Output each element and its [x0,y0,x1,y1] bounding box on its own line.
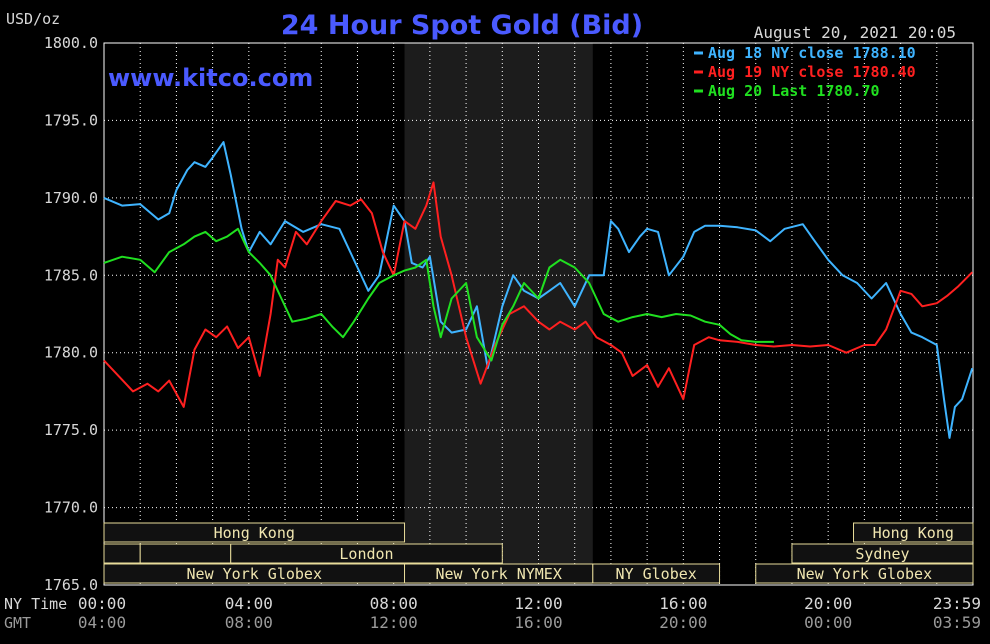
session-label: Hong Kong [873,524,954,542]
y-axis-unit-label: USD/oz [6,10,60,28]
session-label: New York NYMEX [435,565,561,583]
x-tick-label-ny: 08:00 [370,594,418,613]
x-axis-ny-label: NY Time [4,595,67,613]
x-tick-label-gmt: 20:00 [659,613,707,632]
x-tick-label-ny: 20:00 [804,594,852,613]
y-tick-label: 1765.0 [44,576,98,594]
highlight-layer [404,43,593,585]
grid-layer [103,42,974,586]
session-label: Sydney [855,545,909,563]
session-label: NY Globex [616,565,697,583]
session-bar [755,563,974,584]
axis-layer: 1800.0 1795.0 1790.0 1785.0 1780.0 1775.0 1770… [44,34,981,632]
x-tick-label-gmt: 16:00 [514,613,562,632]
session-bar [103,543,141,564]
session-layer: Hong Kong London New York Globex New York N… [103,522,974,584]
watermark-text: www.kitco.com [108,64,313,92]
session-bar [791,543,974,564]
x-tick-label-ny: 12:00 [514,594,562,613]
x-tick-label-gmt: 00:00 [804,613,852,632]
y-tick-label: 1795.0 [44,111,98,129]
x-tick-label-gmt: 08:00 [225,613,273,632]
y-tick-label: 1790.0 [44,189,98,207]
legend-entry: Aug 18 NY close 1788.10 [708,44,916,62]
x-tick-label-gmt: 12:00 [370,613,418,632]
legend-entry: Aug 20 Last 1780.70 [708,82,880,100]
x-tick-label-ny: 00:00 [78,594,126,613]
session-bar [592,563,721,584]
session-bar [230,543,503,564]
chart-timestamp: August 20, 2021 20:05 [754,23,956,42]
nymex-session-highlight [404,43,593,585]
x-tick-label-ny: 04:00 [225,594,273,613]
series-layer [103,141,974,439]
x-tick-label-gmt: 04:00 [78,613,126,632]
series-line [103,227,774,362]
session-label: New York Globex [187,565,322,583]
x-tick-label-gmt: 03:59 [933,613,981,632]
chart-title: 24 Hour Spot Gold (Bid) [281,10,643,41]
y-tick-label: 1780.0 [44,344,98,362]
y-tick-label: 1785.0 [44,266,98,284]
legend-entry: Aug 19 NY close 1780.40 [708,63,916,81]
y-tick-label: 1770.0 [44,499,98,517]
x-tick-label-ny: 23:59 [933,594,981,613]
plot-frame [103,42,974,586]
x-tick-label-ny: 16:00 [659,594,707,613]
session-bar [853,522,974,543]
session-label: London [339,545,393,563]
session-label: New York Globex [797,565,932,583]
series-line [103,181,974,408]
y-tick-label: 1775.0 [44,421,98,439]
session-label: Hong Kong [214,524,295,542]
session-bar [103,522,406,543]
x-axis-gmt-label: GMT [4,614,31,632]
session-bar [139,543,232,564]
y-tick-label: 1800.0 [44,34,98,52]
